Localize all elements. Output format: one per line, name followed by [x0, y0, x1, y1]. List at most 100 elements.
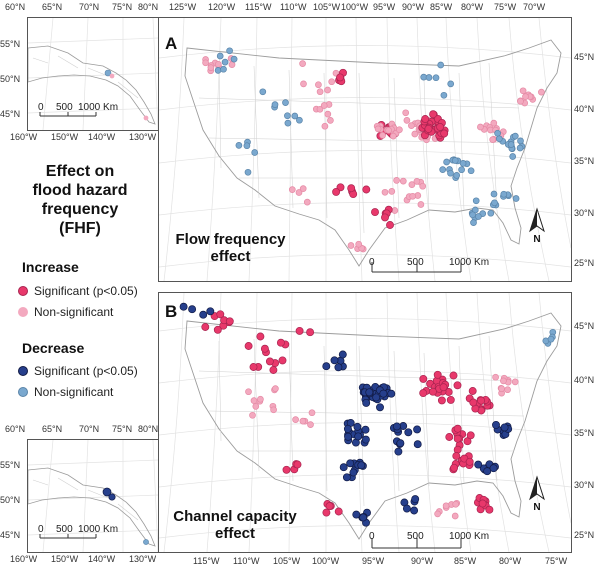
site-marker — [485, 505, 494, 514]
site-marker — [489, 464, 498, 473]
site-marker — [439, 383, 448, 392]
site-marker — [249, 411, 256, 419]
site-marker — [251, 149, 259, 156]
site-marker — [413, 440, 422, 449]
inset-b-bottom-tick: 140°W — [88, 554, 116, 564]
legend-row-nonsig-decrease: Non-significant — [18, 385, 113, 399]
site-marker — [321, 122, 329, 130]
north-arrow-icon: N — [529, 475, 545, 513]
site-marker — [299, 60, 306, 67]
site-marker — [372, 393, 381, 402]
panel-a-top-lon-tick: 75°W — [494, 2, 517, 12]
panel-b-map: N 0 500 1000 Km — [158, 292, 572, 553]
site-marker — [547, 335, 555, 343]
panel-b-bottom-lon-tick: 100°W — [312, 556, 340, 566]
alaska-site-marker — [104, 69, 112, 77]
inset-b-lat-tick: 55°N — [0, 460, 21, 470]
inset-a-top-tick: 80°N — [138, 2, 159, 12]
panel-b-site-markers — [179, 302, 557, 527]
site-marker — [353, 422, 362, 431]
north-label: N — [533, 234, 540, 245]
inset-a-lat-tick: 45°N — [0, 109, 21, 119]
panel-a-top-lon-tick: 110°W — [280, 2, 307, 12]
site-marker — [324, 110, 332, 118]
site-marker — [437, 396, 446, 405]
inset-b-top-tick: 60°N — [5, 424, 26, 434]
site-marker — [498, 385, 505, 393]
site-marker — [303, 198, 311, 206]
site-marker — [388, 188, 396, 195]
site-marker — [500, 423, 509, 432]
alaska-site-marker — [109, 73, 115, 79]
panel-a-map: N 0 500 1000 Km — [158, 17, 572, 282]
site-marker — [450, 463, 459, 472]
panel-a-svg: N 0 500 1000 Km — [159, 18, 571, 281]
site-marker — [179, 302, 188, 311]
site-marker — [188, 305, 197, 314]
site-marker — [452, 500, 460, 508]
panel-b-lat-tick: 30°N — [574, 480, 595, 490]
nonsig-decrease-marker-icon — [18, 387, 28, 397]
site-marker — [322, 508, 331, 517]
panel-b-scale-label: 0 — [369, 531, 375, 542]
site-marker — [477, 396, 486, 405]
site-marker — [538, 88, 545, 96]
site-marker — [256, 332, 265, 341]
site-marker — [399, 177, 407, 185]
site-marker — [339, 463, 348, 472]
site-marker — [494, 129, 501, 137]
site-marker — [517, 97, 524, 105]
site-marker — [413, 178, 421, 185]
panel-a-top-lon-tick: 115°W — [245, 2, 272, 12]
panel-b-scale-label: 500 — [407, 531, 424, 542]
site-marker — [492, 420, 500, 429]
panel-b-scale-label: 1000 Km — [449, 531, 489, 542]
site-marker — [453, 172, 461, 179]
site-marker — [429, 110, 438, 119]
site-marker — [216, 52, 224, 60]
state-lines — [198, 62, 525, 234]
site-marker — [334, 363, 343, 372]
sig-increase-marker-icon — [18, 286, 28, 296]
site-marker — [214, 60, 222, 68]
site-marker — [361, 425, 370, 434]
site-marker — [440, 91, 448, 99]
inset-b-bottom-tick: 160°W — [10, 554, 38, 564]
inset-b-top-tick: 65°N — [42, 424, 63, 434]
site-marker — [477, 123, 484, 131]
site-marker — [342, 473, 351, 482]
site-marker — [296, 116, 303, 124]
site-marker — [470, 219, 477, 226]
site-marker — [299, 417, 307, 425]
legend-title-line: frequency — [41, 201, 119, 218]
inset-b-map: 0 500 1000 Km — [27, 439, 159, 553]
site-marker — [365, 388, 374, 397]
site-marker — [338, 350, 347, 359]
panel-a-top-lon-tick: 95°W — [373, 2, 396, 12]
site-marker — [446, 395, 455, 404]
site-marker — [453, 424, 462, 433]
alaska-site-marker — [143, 115, 149, 121]
site-marker — [362, 398, 371, 407]
site-marker — [439, 166, 447, 173]
legend-label: Non-significant — [34, 385, 114, 399]
legend-row-sig-increase: Significant (p<0.05) — [18, 284, 138, 298]
site-marker — [391, 207, 399, 214]
site-marker — [389, 132, 397, 140]
site-marker — [374, 125, 382, 133]
site-marker — [487, 209, 495, 217]
site-marker — [355, 240, 363, 248]
inset-a-lat-tick: 55°N — [0, 39, 21, 49]
inset-a-map: 0 500 1000 Km — [27, 17, 159, 131]
site-marker — [379, 132, 386, 139]
inset-b-bottom-tick: 150°W — [51, 554, 79, 564]
site-marker — [381, 188, 389, 196]
site-marker — [428, 387, 437, 396]
site-marker — [474, 460, 483, 469]
site-marker — [516, 144, 524, 152]
site-marker — [214, 67, 222, 74]
inset-a-scale-label: 0 — [38, 102, 44, 113]
site-marker — [434, 510, 441, 518]
panel-b-bottom-lon-tick: 105°W — [273, 556, 301, 566]
site-marker — [257, 395, 264, 403]
